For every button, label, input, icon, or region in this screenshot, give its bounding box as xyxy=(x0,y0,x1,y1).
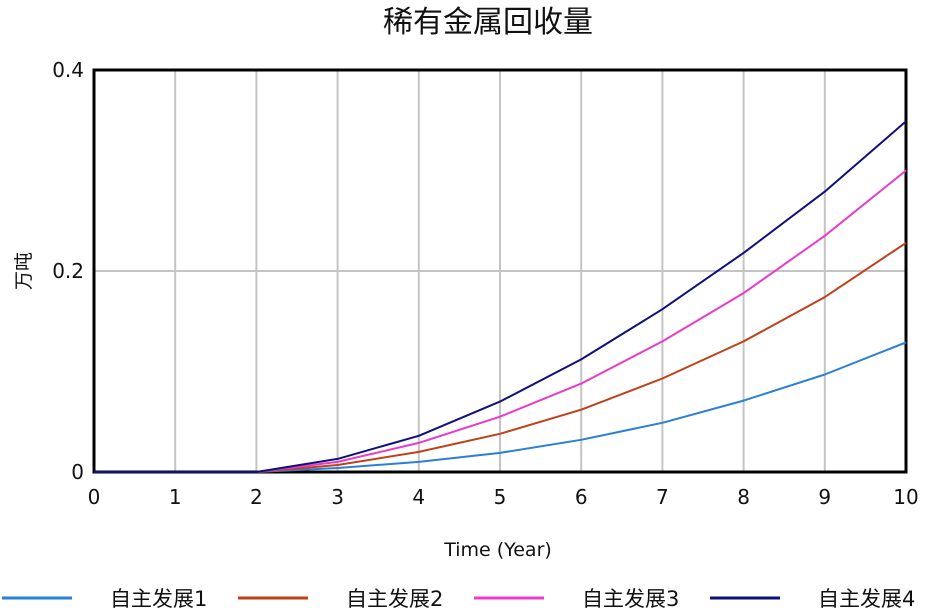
legend-label-1: 自主发展1 xyxy=(110,587,207,611)
x-tick-label: 1 xyxy=(169,485,182,509)
x-tick-label: 3 xyxy=(331,485,344,509)
x-axis-label: Time (Year) xyxy=(443,539,552,561)
y-axis-label: 万吨 xyxy=(13,252,35,290)
legend-label-4: 自主发展4 xyxy=(818,587,915,611)
y-tick-label: 0.4 xyxy=(52,58,84,82)
series-line-4 xyxy=(94,120,907,473)
x-tick-label: 9 xyxy=(818,485,831,509)
x-tick-label: 2 xyxy=(250,485,263,509)
y-tick-label: 0.2 xyxy=(52,259,84,283)
x-tick-label: 6 xyxy=(575,485,588,509)
x-tick-label: 7 xyxy=(656,485,669,509)
grid-lines xyxy=(94,70,906,472)
x-tick-labels: 0 1 2 3 4 5 6 7 8 9 10 xyxy=(88,485,919,509)
series-lines xyxy=(94,120,907,473)
x-tick-label: 5 xyxy=(494,485,507,509)
legend: 自主发展1 自主发展2 自主发展3 自主发展4 xyxy=(2,587,915,611)
legend-label-2: 自主发展2 xyxy=(346,587,443,611)
y-tick-label: 0 xyxy=(71,460,84,484)
x-tick-label: 4 xyxy=(412,485,425,509)
x-tick-label: 10 xyxy=(893,485,918,509)
plot-frame xyxy=(92,68,908,474)
chart-title: 稀有金属回收量 xyxy=(383,5,593,40)
y-tick-labels: 0 0.2 0.4 xyxy=(52,58,84,484)
x-tick-label: 0 xyxy=(88,485,101,509)
legend-label-3: 自主发展3 xyxy=(582,587,679,611)
x-tick-label: 8 xyxy=(737,485,750,509)
